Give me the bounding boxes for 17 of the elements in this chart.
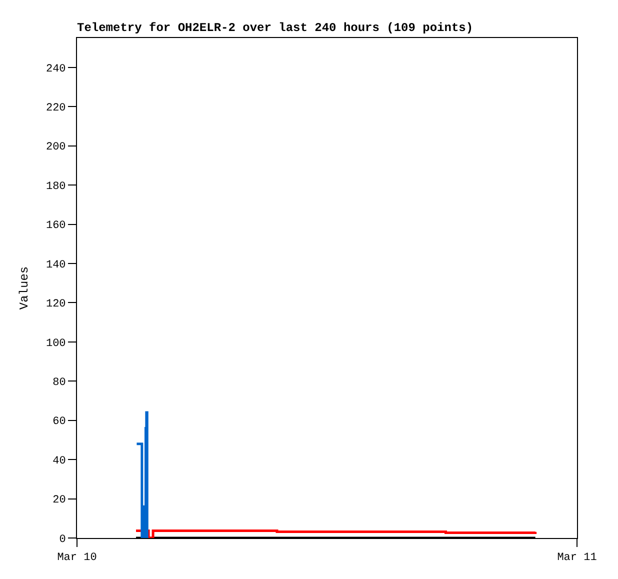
- y-tick-label: 120: [46, 298, 66, 311]
- y-tick-label: 40: [52, 455, 66, 468]
- y-tick-label: 220: [46, 102, 66, 114]
- y-tick-label: 160: [46, 220, 66, 232]
- y-tick-label: 140: [46, 259, 66, 272]
- chart-title: Telemetry for OH2ELR-2 over last 240 hours (109 points): [77, 21, 474, 36]
- y-axis-title: Values: [17, 266, 32, 310]
- y-tick-label: 100: [46, 338, 66, 350]
- y-tick-label: 20: [52, 494, 66, 507]
- y-tick-label: 200: [46, 142, 66, 154]
- y-tick-label: 0: [59, 534, 66, 546]
- y-tick-label: 180: [46, 180, 66, 193]
- y-tick-label: 80: [52, 376, 66, 389]
- x-tick-label: Mar 10: [57, 552, 97, 564]
- y-tick-label: 60: [52, 416, 66, 428]
- y-tick-label: 240: [46, 63, 66, 76]
- x-tick-label: Mar 11: [557, 552, 598, 564]
